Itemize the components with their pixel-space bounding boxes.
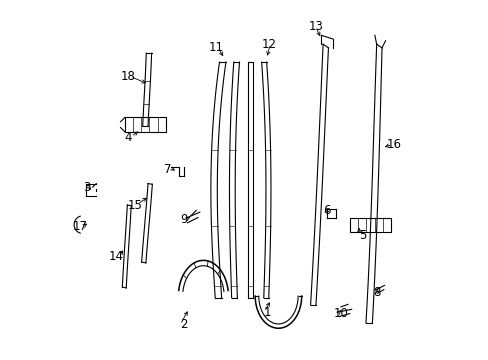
Text: 1: 1	[264, 306, 271, 319]
Text: 15: 15	[128, 198, 142, 212]
Text: 5: 5	[358, 229, 366, 242]
Text: 6: 6	[322, 204, 330, 217]
Text: 13: 13	[308, 20, 323, 33]
Text: 17: 17	[73, 220, 87, 233]
Text: 11: 11	[208, 41, 223, 54]
Text: 8: 8	[372, 286, 380, 299]
Text: 2: 2	[180, 318, 187, 331]
Text: 18: 18	[121, 70, 136, 83]
Text: 10: 10	[333, 307, 347, 320]
Text: 9: 9	[180, 213, 187, 226]
Text: 7: 7	[163, 163, 171, 176]
Text: 4: 4	[124, 131, 132, 144]
Text: 14: 14	[108, 250, 123, 263]
Text: 12: 12	[262, 38, 276, 51]
Text: 3: 3	[83, 181, 91, 194]
Text: 16: 16	[386, 138, 401, 151]
